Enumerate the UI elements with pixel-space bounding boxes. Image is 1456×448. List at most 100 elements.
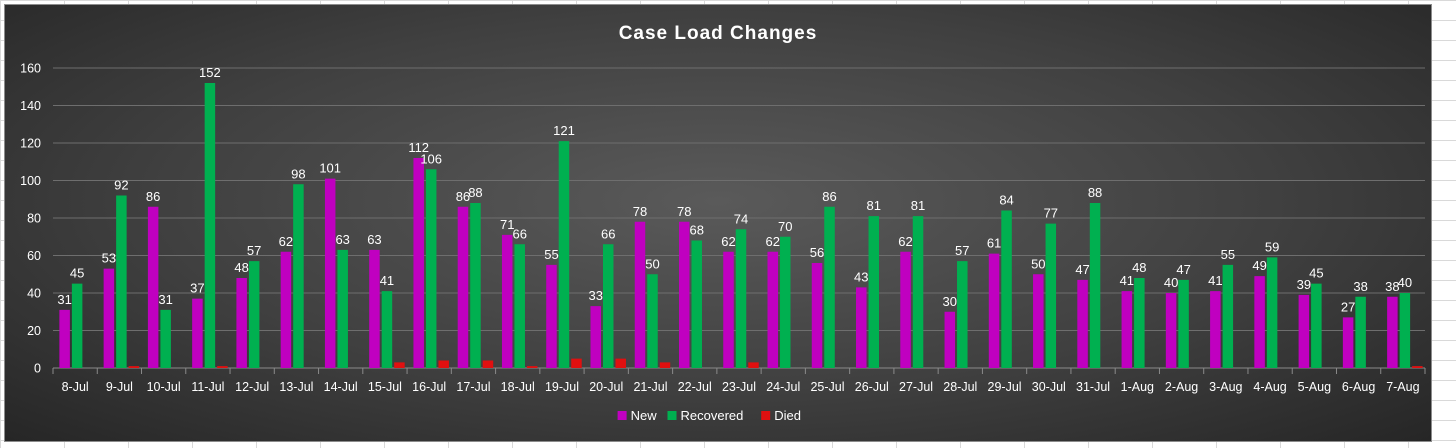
bar-recovered [957, 261, 968, 368]
bar-recovered [691, 240, 702, 368]
x-tick-label: 30-Jul [1032, 380, 1066, 394]
data-label: 86 [456, 189, 470, 204]
data-label: 30 [943, 294, 957, 309]
data-label: 55 [544, 247, 558, 262]
legend-label: New [631, 408, 658, 423]
y-tick-label: 20 [27, 324, 41, 338]
bar-recovered [1089, 203, 1101, 368]
data-label: 33 [588, 288, 602, 303]
bar-recovered [868, 216, 880, 368]
bar-new [59, 309, 70, 368]
data-label: 31 [57, 292, 71, 307]
legend-item-new[interactable]: New [617, 408, 658, 423]
data-label: 92 [114, 178, 128, 193]
data-label: 86 [146, 189, 160, 204]
bar-died [438, 360, 449, 368]
bar-recovered [1266, 257, 1278, 368]
data-label: 121 [553, 123, 575, 138]
y-tick-label: 100 [20, 174, 41, 188]
data-label: 88 [468, 185, 482, 200]
x-tick-label: 16-Jul [412, 380, 446, 394]
bar-recovered [735, 229, 747, 368]
bar-died [217, 366, 228, 368]
bar-recovered [912, 216, 924, 368]
data-label: 71 [500, 217, 514, 232]
x-tick-label: 13-Jul [279, 380, 313, 394]
bar-new [457, 206, 469, 368]
bar-died [571, 358, 582, 368]
data-labels: 31 45 53 92 86 31 37 152 48 57 62 98 101 63 63 41 112106… [57, 65, 1412, 314]
bar-new [369, 249, 380, 368]
bar-new [1121, 291, 1133, 368]
bar-new [192, 298, 203, 368]
x-tick-label: 2-Aug [1165, 380, 1198, 394]
data-label: 59 [1265, 239, 1279, 254]
x-tick-label: 31-Jul [1076, 380, 1110, 394]
x-tick-label: 29-Jul [988, 380, 1022, 394]
data-label: 61 [987, 236, 1001, 251]
bar-new [1210, 291, 1221, 368]
legend: New Recovered Died [617, 408, 801, 423]
bar-recovered [1355, 296, 1366, 368]
x-tick-label: 25-Jul [810, 380, 844, 394]
data-label: 62 [898, 234, 912, 249]
bar-new [1077, 279, 1088, 368]
bar-recovered [160, 309, 171, 368]
chart-area[interactable]: Case Load Changes 0 20 40 60 80 100 120 140 160 … [4, 4, 1432, 442]
data-label: 77 [1044, 206, 1058, 221]
data-label: 40 [1164, 275, 1178, 290]
data-label: 70 [778, 219, 792, 234]
x-tick-label: 15-Jul [368, 380, 402, 394]
bar-recovered [293, 184, 304, 368]
x-tick-label: 19-Jul [545, 380, 579, 394]
data-label: 112 [408, 140, 429, 155]
bar-recovered [602, 244, 614, 368]
data-label: 62 [279, 234, 293, 249]
data-label: 66 [601, 226, 615, 241]
data-label: 50 [645, 256, 659, 271]
data-label: 55 [1221, 247, 1235, 262]
x-tick-label: 6-Aug [1342, 380, 1375, 394]
bar-recovered [1134, 278, 1145, 368]
bar-new [501, 234, 513, 368]
legend-label: Recovered [681, 408, 744, 423]
x-tick-label: 10-Jul [147, 380, 181, 394]
bar-recovered [1178, 279, 1189, 368]
bar-new [1254, 276, 1265, 368]
x-tick-label: 23-Jul [722, 380, 756, 394]
data-label: 63 [335, 232, 349, 247]
bar-recovered [381, 291, 393, 368]
data-label: 53 [102, 251, 116, 266]
data-label: 47 [1075, 262, 1089, 277]
x-tick-label: 4-Aug [1253, 380, 1286, 394]
data-label: 43 [854, 269, 868, 284]
y-tick-label: 0 [34, 362, 41, 376]
bar-new [324, 178, 336, 368]
data-label: 27 [1341, 299, 1355, 314]
data-label: 63 [367, 232, 381, 247]
x-tick-label: 18-Jul [501, 380, 535, 394]
bar-new [723, 251, 734, 368]
x-tick-label: 21-Jul [633, 380, 667, 394]
bar-recovered [248, 261, 260, 368]
x-tick-label: 17-Jul [456, 380, 490, 394]
data-label: 106 [420, 151, 442, 166]
data-label: 68 [690, 223, 704, 238]
data-label: 40 [1398, 275, 1412, 290]
bar-died [482, 360, 494, 368]
data-label: 56 [810, 245, 824, 260]
x-tick-label: 5-Aug [1298, 380, 1331, 394]
bar-new [678, 221, 690, 368]
legend-label: Died [774, 408, 801, 423]
bar-recovered [780, 236, 791, 368]
legend-item-died[interactable]: Died [761, 408, 801, 423]
bar-new [546, 264, 557, 368]
bar-recovered [337, 249, 348, 368]
x-tick-label: 20-Jul [589, 380, 623, 394]
bar-died [615, 358, 626, 368]
bar-recovered [824, 206, 835, 368]
legend-item-recovered[interactable]: Recovered [667, 408, 744, 423]
y-tick-label: 80 [27, 212, 41, 226]
y-tick-label: 140 [20, 99, 41, 113]
bar-new [767, 251, 779, 368]
